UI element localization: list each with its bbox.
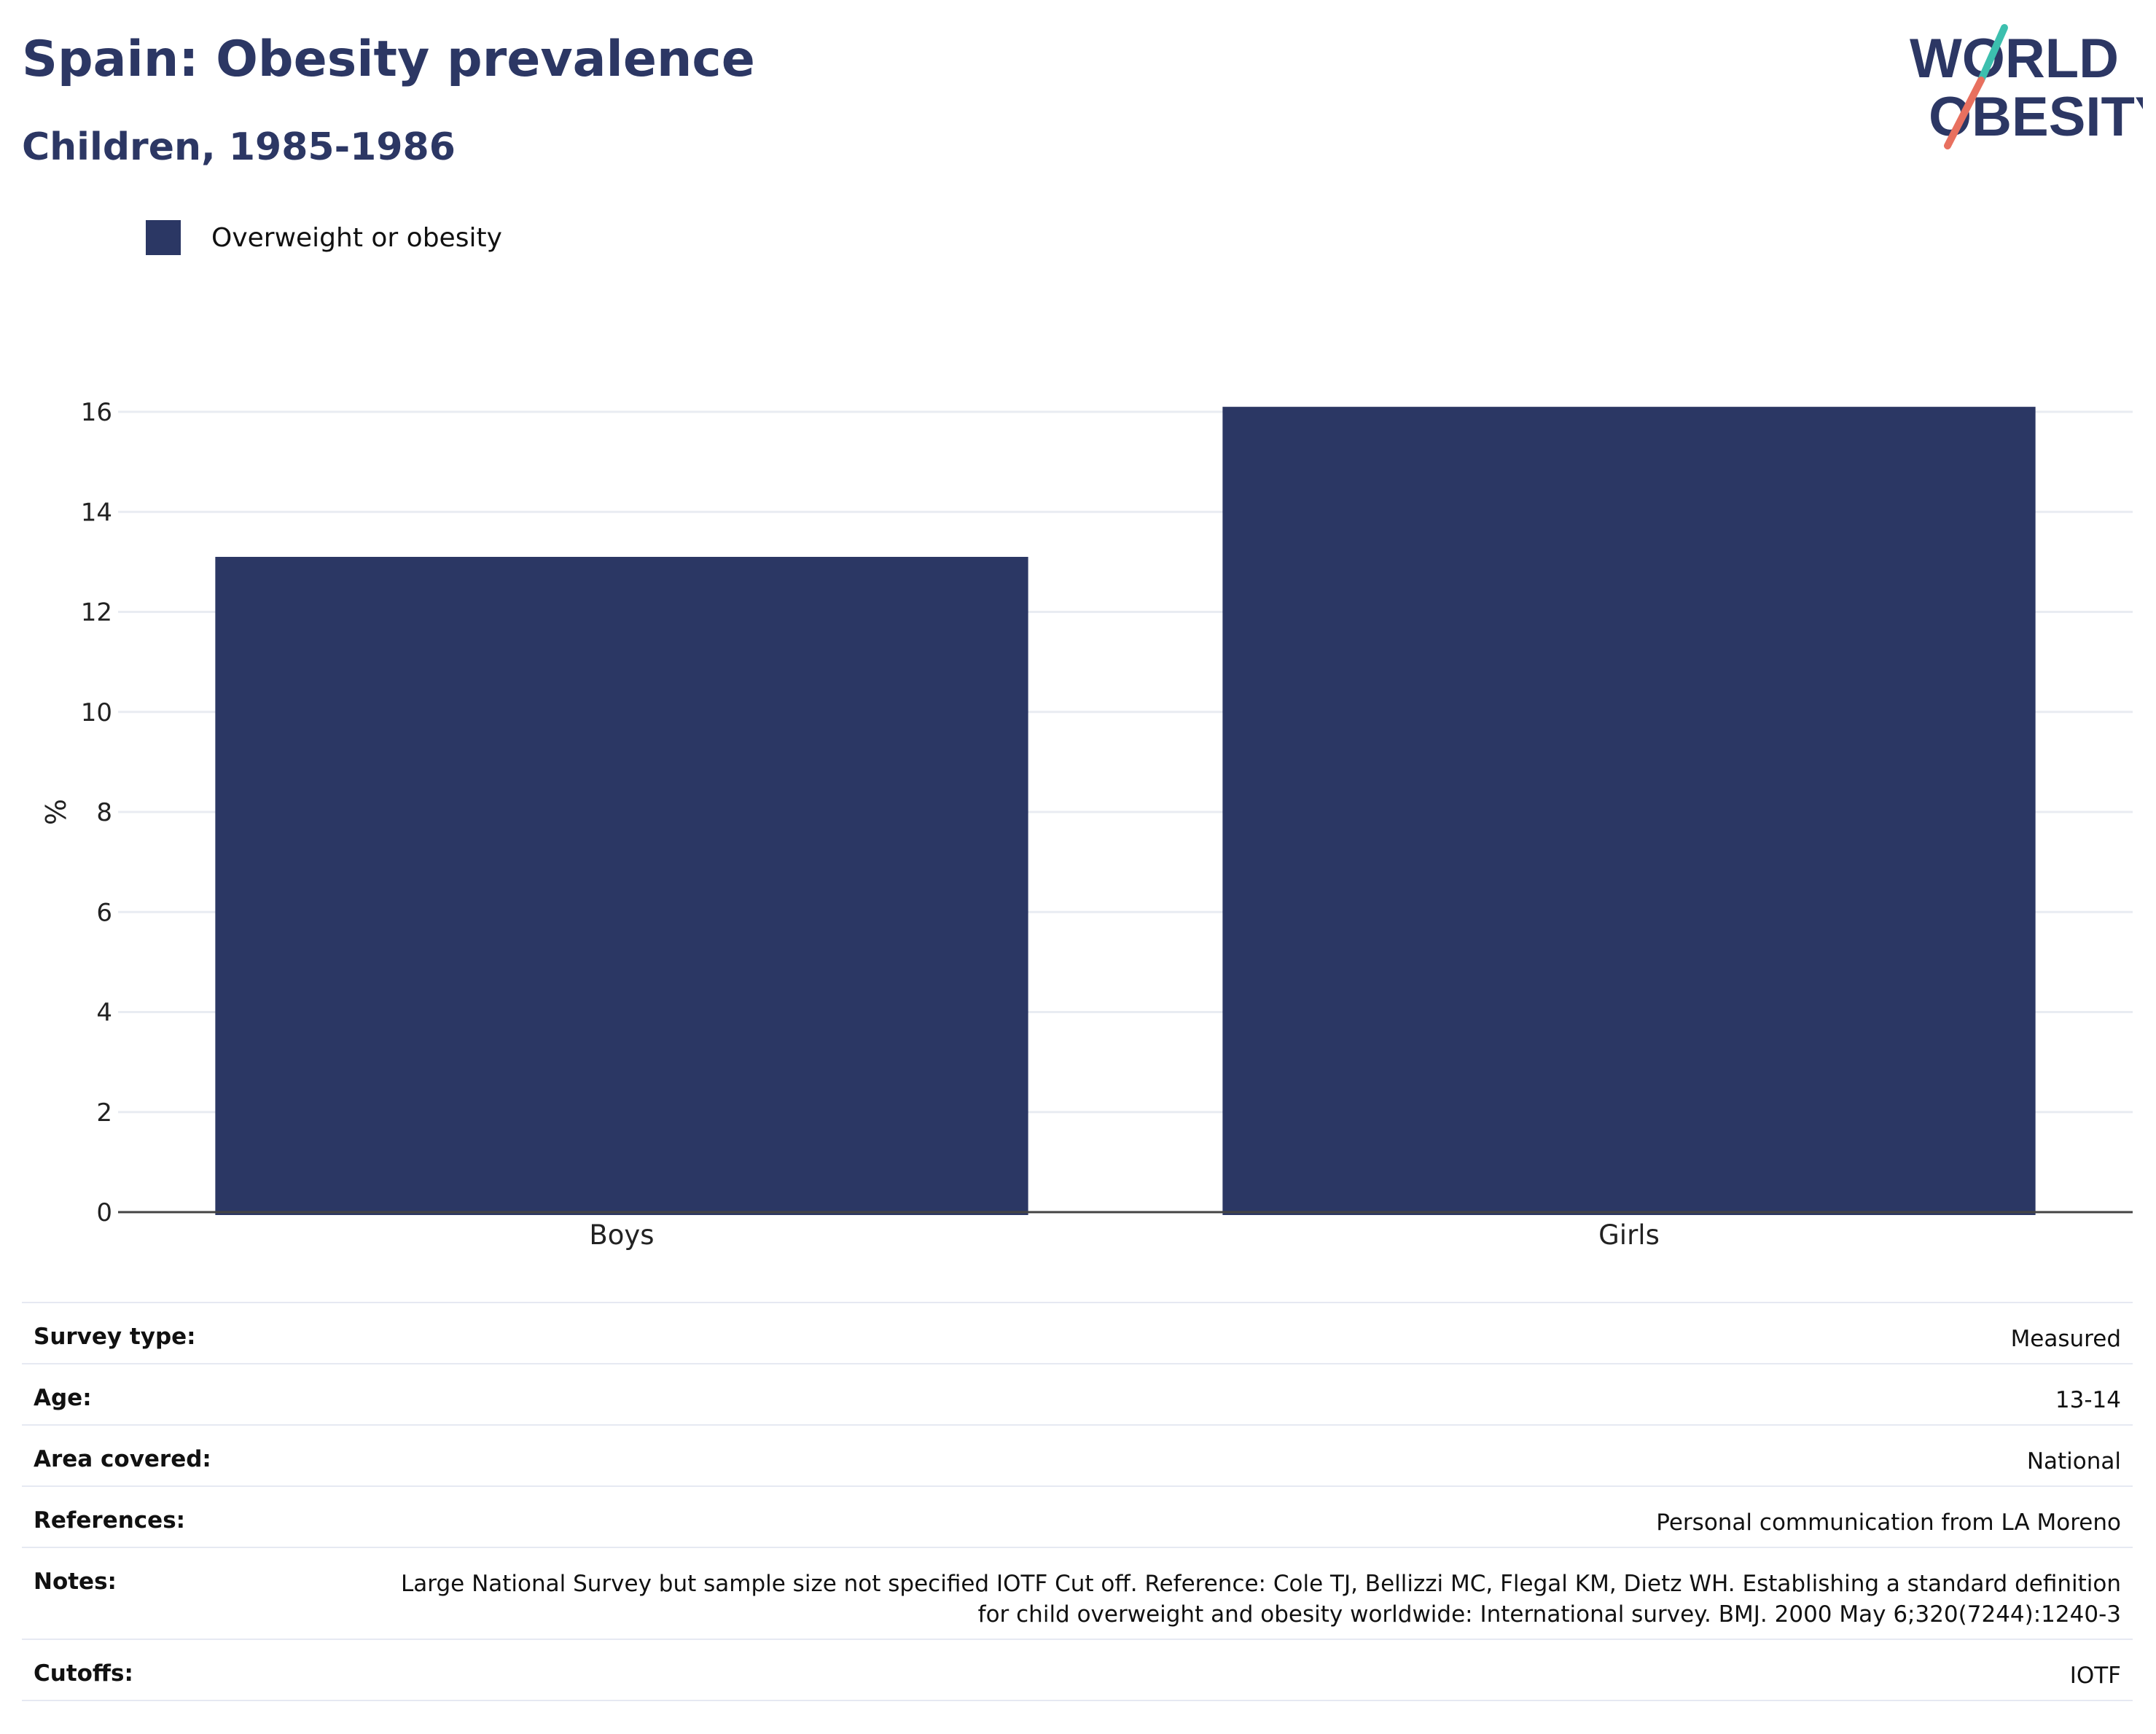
metadata-label: Area covered: bbox=[22, 1424, 351, 1486]
x-tick-label: Boys bbox=[589, 1219, 654, 1251]
metadata-label: References: bbox=[22, 1485, 351, 1547]
bar bbox=[1222, 407, 2036, 1216]
metadata-value: Measured bbox=[351, 1302, 2133, 1364]
y-tick-label: 2 bbox=[96, 1098, 112, 1128]
metadata-row: Cutoffs: IOTF bbox=[22, 1639, 2133, 1701]
y-tick-label: 16 bbox=[81, 398, 112, 427]
logo-text-world: WORLD bbox=[1910, 28, 2119, 90]
metadata-value: Large National Survey but sample size no… bbox=[351, 1547, 2133, 1639]
y-tick-label: 10 bbox=[81, 698, 112, 727]
logo-coral-slash bbox=[1944, 77, 1985, 149]
metadata-row: References: Personal communication from L… bbox=[22, 1485, 2133, 1547]
metadata-row: Survey type: Measured bbox=[22, 1302, 2133, 1364]
legend-label: Overweight or obesity bbox=[211, 222, 502, 253]
metadata-value: Personal communication from LA Moreno bbox=[351, 1485, 2133, 1547]
metadata-label: Cutoffs: bbox=[22, 1639, 351, 1701]
chart-subtitle: Children, 1985-1986 bbox=[22, 125, 456, 169]
legend-swatch bbox=[146, 220, 181, 255]
metadata-value: National bbox=[351, 1424, 2133, 1486]
metadata-value: IOTF bbox=[351, 1639, 2133, 1701]
metadata-row: Area covered: National bbox=[22, 1424, 2133, 1486]
y-axis-title: % bbox=[39, 799, 71, 825]
legend: Overweight or obesity bbox=[146, 217, 502, 258]
x-tick-label: Girls bbox=[1598, 1219, 1660, 1251]
metadata-label: Notes: bbox=[22, 1547, 351, 1639]
metadata-row: Age: 13-14 bbox=[22, 1363, 2133, 1425]
chart-title: Spain: Obesity prevalence bbox=[22, 31, 755, 88]
survey-metadata-table: Survey type: Measured Age: 13-14 Area covere… bbox=[22, 1302, 2133, 1701]
logo-teal-slash bbox=[1977, 24, 2008, 84]
bar-chart: 0 2 4 6 8 10 12 14 16 Boys Girls% bbox=[39, 398, 2133, 1251]
y-tick-label: 6 bbox=[96, 898, 112, 927]
y-tick-label: 0 bbox=[96, 1198, 112, 1227]
world-obesity-logo: WORLD OBESITY bbox=[1910, 24, 2143, 149]
y-tick-label: 14 bbox=[81, 498, 112, 527]
metadata-row: Notes: Large National Survey but sample s… bbox=[22, 1547, 2133, 1639]
y-tick-label: 4 bbox=[96, 999, 112, 1028]
y-tick-label: 8 bbox=[96, 798, 112, 827]
y-tick-label: 12 bbox=[81, 598, 112, 628]
bar bbox=[215, 557, 1028, 1215]
metadata-label: Survey type: bbox=[22, 1302, 351, 1364]
metadata-value: 13-14 bbox=[351, 1363, 2133, 1425]
metadata-label: Age: bbox=[22, 1363, 351, 1425]
